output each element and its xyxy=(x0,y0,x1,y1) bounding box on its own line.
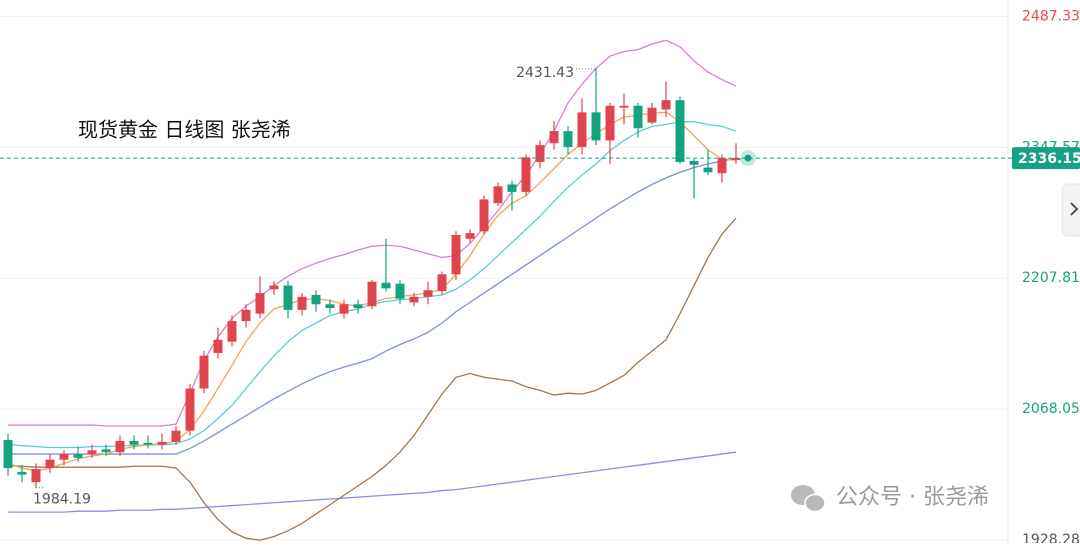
candle-body xyxy=(437,274,447,292)
indicator-line xyxy=(8,157,737,455)
candle-body xyxy=(297,296,307,310)
candle-body xyxy=(549,131,559,144)
candle-body xyxy=(157,441,167,445)
candle-body xyxy=(3,440,13,469)
candle-body xyxy=(269,285,279,290)
candle-body xyxy=(31,469,41,483)
candle-body xyxy=(479,199,489,232)
candle-body xyxy=(311,294,321,305)
last-price-tag xyxy=(1012,147,1080,170)
candle-body xyxy=(255,293,265,314)
candle-body xyxy=(507,184,517,192)
y-tick-label: 2207.81 xyxy=(1022,270,1080,286)
candle-body xyxy=(661,100,671,110)
candle-body xyxy=(689,161,699,165)
last-price-label: 2336.15 xyxy=(1018,151,1080,167)
candle-body xyxy=(213,339,223,353)
candle-body xyxy=(591,112,601,141)
chart-title: 现货黄金 日线图 张尧浠 xyxy=(78,118,291,142)
candle-body xyxy=(367,281,377,307)
candle-body xyxy=(101,449,111,453)
indicator-line xyxy=(8,39,737,427)
candle-body xyxy=(423,290,433,297)
grid xyxy=(0,16,1008,541)
candle-body xyxy=(675,100,685,162)
candle-body xyxy=(409,296,419,303)
high-annotation: 2431.43 xyxy=(516,65,574,81)
y-tick-label: 2068.05 xyxy=(1022,401,1080,417)
indicator-line xyxy=(8,451,737,513)
candle-body xyxy=(17,471,27,475)
y-tick-label: 2487.33 xyxy=(1022,9,1080,25)
candle-body xyxy=(129,440,139,445)
candle-body xyxy=(73,454,83,458)
candle-body xyxy=(451,234,461,275)
candle-body xyxy=(465,233,475,239)
candle-body xyxy=(647,107,657,123)
candle-body xyxy=(87,450,97,455)
candle-body xyxy=(115,440,125,453)
candle-body xyxy=(521,157,531,192)
candle-body xyxy=(605,105,615,141)
candle-body xyxy=(493,186,503,204)
candle-body xyxy=(381,282,391,289)
candle-body xyxy=(185,388,195,431)
candle-body xyxy=(731,158,741,161)
candle-body xyxy=(339,304,349,314)
candle-body xyxy=(717,158,727,174)
watermark: 公众号 · 张尧浠 xyxy=(836,485,989,510)
candle-body xyxy=(325,304,335,309)
candle-body xyxy=(703,167,713,173)
indicator-line xyxy=(7,217,737,541)
candle-body xyxy=(577,112,587,147)
candle-body xyxy=(283,285,293,310)
candle-body xyxy=(395,283,405,299)
candle-body xyxy=(227,321,237,342)
y-tick-label: 1928.28 xyxy=(1022,532,1080,543)
candle-body xyxy=(45,459,55,469)
candle-body xyxy=(353,304,363,309)
candles xyxy=(3,68,741,488)
candle-body xyxy=(199,355,209,389)
candle-body xyxy=(563,131,573,147)
candle-body xyxy=(619,105,629,108)
candle-body xyxy=(633,105,643,129)
candle-body xyxy=(171,430,181,442)
candle-body xyxy=(59,454,69,460)
candle-body xyxy=(241,309,251,322)
wechat-icon xyxy=(791,485,826,513)
scroll-button[interactable] xyxy=(1061,183,1080,237)
low-annotation: 1984.19 xyxy=(33,492,91,508)
candle-body xyxy=(535,145,545,162)
last-price-dot xyxy=(744,154,752,162)
candle-body xyxy=(143,442,153,445)
